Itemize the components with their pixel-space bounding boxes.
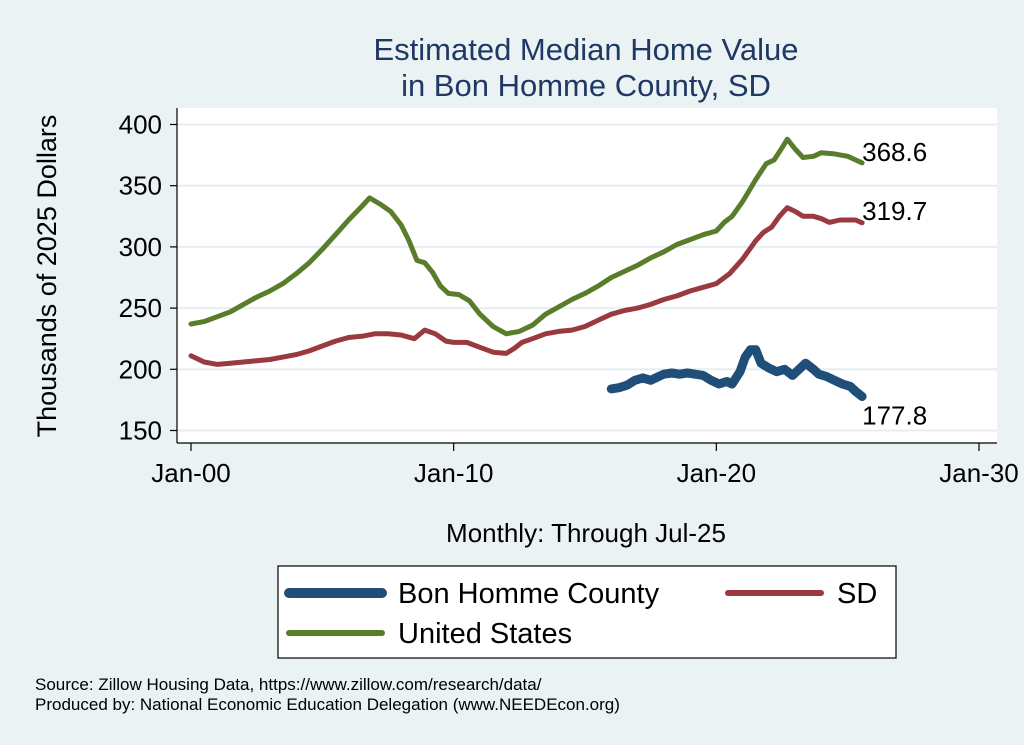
legend-label-bon-homme-county: Bon Homme County (398, 578, 660, 610)
chart-title-line-1: Estimated Median Home Value (373, 32, 798, 67)
series-line-united-states (188, 136, 865, 337)
x-axis-ticks: Jan-00 Jan-10 Jan-20 Jan-30 (151, 443, 1019, 488)
x-axis-title: Monthly: Through Jul-25 (446, 518, 726, 548)
chart-title-line-2: in Bon Homme County, SD (401, 68, 771, 103)
x-tick-label-jan-30: Jan-30 (939, 458, 1019, 488)
legend-label-sd: SD (837, 578, 877, 610)
y-axis-title: Thousands of 2025 Dollars (32, 115, 62, 438)
y-tick-label-250: 250 (119, 293, 162, 323)
y-tick-label-350: 350 (119, 171, 162, 201)
series-line-sd (188, 205, 865, 367)
y-tick-label-200: 200 (119, 354, 162, 384)
legend-box (277, 565, 897, 659)
producer-note: Produced by: National Economic Education… (35, 695, 620, 714)
end-label-sd: 319.7 (862, 196, 927, 226)
y-tick-label-150: 150 (119, 416, 162, 446)
y-axis-ticks: 150 200 250 300 350 400 (119, 110, 177, 446)
legend: Bon Homme County SD United States (284, 578, 877, 650)
series-lines (188, 136, 867, 401)
legend-label-united-states: United States (398, 618, 572, 650)
y-tick-label-400: 400 (119, 110, 162, 140)
end-label-bon-homme-county: 177.8 (862, 400, 927, 430)
gridlines (177, 123, 997, 432)
x-tick-label-jan-00: Jan-00 (151, 458, 231, 488)
series-line-bon-homme-county (606, 345, 867, 401)
x-tick-label-jan-10: Jan-10 (414, 458, 494, 488)
end-labels: 368.6 319.7 177.8 (862, 137, 927, 431)
x-tick-label-jan-20: Jan-20 (677, 458, 757, 488)
y-tick-label-300: 300 (119, 232, 162, 262)
source-note: Source: Zillow Housing Data, https://www… (35, 675, 542, 694)
end-label-united-states: 368.6 (862, 137, 927, 167)
